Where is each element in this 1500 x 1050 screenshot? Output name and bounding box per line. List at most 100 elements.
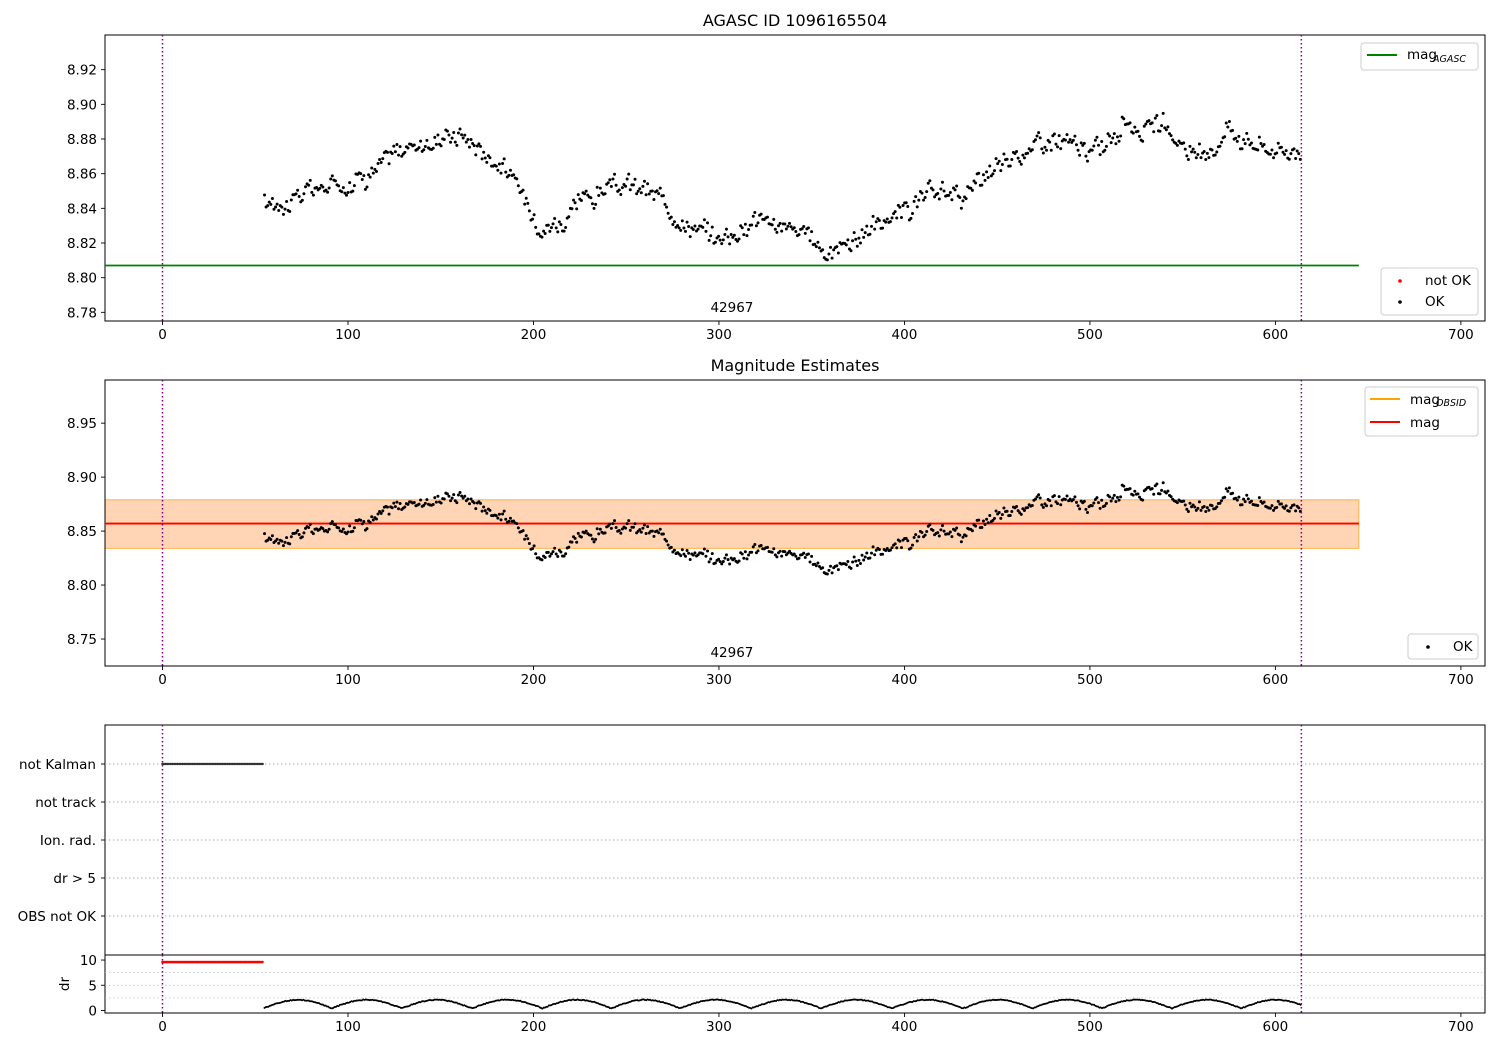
ok-point (534, 225, 538, 229)
ok-point (783, 222, 787, 226)
ok-point (450, 496, 454, 500)
ok-point (1071, 138, 1075, 142)
ok-point (351, 189, 355, 193)
ok-point (452, 130, 456, 134)
ok-point (341, 186, 345, 190)
ok-point (1045, 504, 1049, 508)
ok-point (753, 542, 757, 546)
ok-point (663, 202, 667, 206)
ok-point (597, 532, 601, 536)
ok-point (1019, 512, 1023, 516)
not-kalman-point (171, 762, 174, 766)
ok-point (590, 537, 594, 541)
ok-point (1283, 506, 1287, 510)
ok-point (546, 223, 550, 227)
ok-point (281, 544, 285, 548)
ok-point (1052, 132, 1056, 136)
ok-point (745, 234, 749, 238)
ok-point (274, 205, 278, 209)
ok-point (595, 185, 599, 189)
ok-point (740, 226, 744, 230)
ok-point (385, 150, 389, 154)
ok-point (1155, 482, 1159, 486)
ok-point (890, 216, 894, 220)
ok-point (720, 242, 724, 246)
ok-point (508, 168, 512, 172)
ok-point (854, 237, 858, 241)
ok-point (1150, 487, 1154, 491)
ok-point (1207, 508, 1211, 512)
ok-point (579, 198, 583, 202)
ok-point (308, 522, 312, 526)
ok-point (373, 167, 377, 171)
ok-point (904, 201, 908, 205)
ok-point (899, 546, 903, 550)
ok-point (1000, 162, 1004, 166)
ok-point (672, 548, 676, 552)
ok-point (455, 501, 459, 505)
ok-point (297, 195, 301, 199)
ok-point (776, 224, 780, 228)
category-label: not track (35, 795, 96, 811)
ok-point (925, 529, 929, 533)
ok-point (406, 146, 410, 150)
ok-point (579, 535, 583, 539)
ok-point (729, 232, 733, 236)
ok-point (567, 215, 571, 219)
ok-point (1242, 138, 1246, 142)
category-label: dr > 5 (53, 871, 96, 887)
ok-point (991, 518, 995, 522)
ok-point (471, 141, 475, 145)
ok-point (455, 143, 459, 147)
ok-point (723, 556, 727, 560)
ok-point (549, 226, 553, 230)
ok-point (467, 145, 471, 149)
ok-point (296, 529, 300, 533)
ok-point (1210, 148, 1214, 152)
ok-point (911, 543, 915, 547)
ok-point (829, 245, 833, 249)
ok-point (1243, 142, 1247, 146)
ok-point (395, 142, 399, 146)
not-kalman-point (246, 762, 249, 766)
ok-point (857, 558, 861, 562)
ok-point (642, 523, 646, 527)
ok-point (474, 153, 478, 157)
ok-point (713, 240, 717, 244)
ok-point (567, 545, 571, 549)
not-kalman-point (196, 762, 199, 766)
not-kalman-point (179, 762, 183, 766)
ok-point (671, 222, 675, 226)
ok-point (870, 224, 874, 228)
ok-point (745, 557, 749, 561)
ok-point (482, 150, 486, 154)
ok-point (1243, 500, 1247, 504)
ok-point (1161, 111, 1165, 115)
ok-point (456, 493, 460, 497)
ok-point (650, 529, 654, 533)
ok-point (928, 179, 932, 183)
ok-point (685, 220, 689, 224)
ok-point (275, 202, 279, 206)
ok-point (1205, 506, 1209, 510)
ok-point (1294, 509, 1298, 513)
ok-point (479, 144, 483, 148)
ok-point (817, 246, 821, 250)
ok-point (780, 554, 784, 558)
ok-point (1245, 493, 1249, 497)
ok-point (1234, 136, 1238, 140)
ok-point (947, 193, 951, 197)
legend-label-mag-agasc: mag (1407, 47, 1437, 63)
ok-point (969, 186, 973, 190)
ok-point (939, 187, 943, 191)
ok-point (1030, 503, 1034, 507)
ok-point (1218, 501, 1222, 505)
ok-point (442, 137, 446, 141)
ok-point (1119, 134, 1123, 138)
ok-point (393, 150, 397, 154)
ok-point (1090, 504, 1094, 508)
ok-point (1073, 134, 1077, 138)
ok-point (652, 534, 656, 538)
x-tick-label: 600 (1263, 327, 1289, 343)
ok-point (844, 243, 848, 247)
